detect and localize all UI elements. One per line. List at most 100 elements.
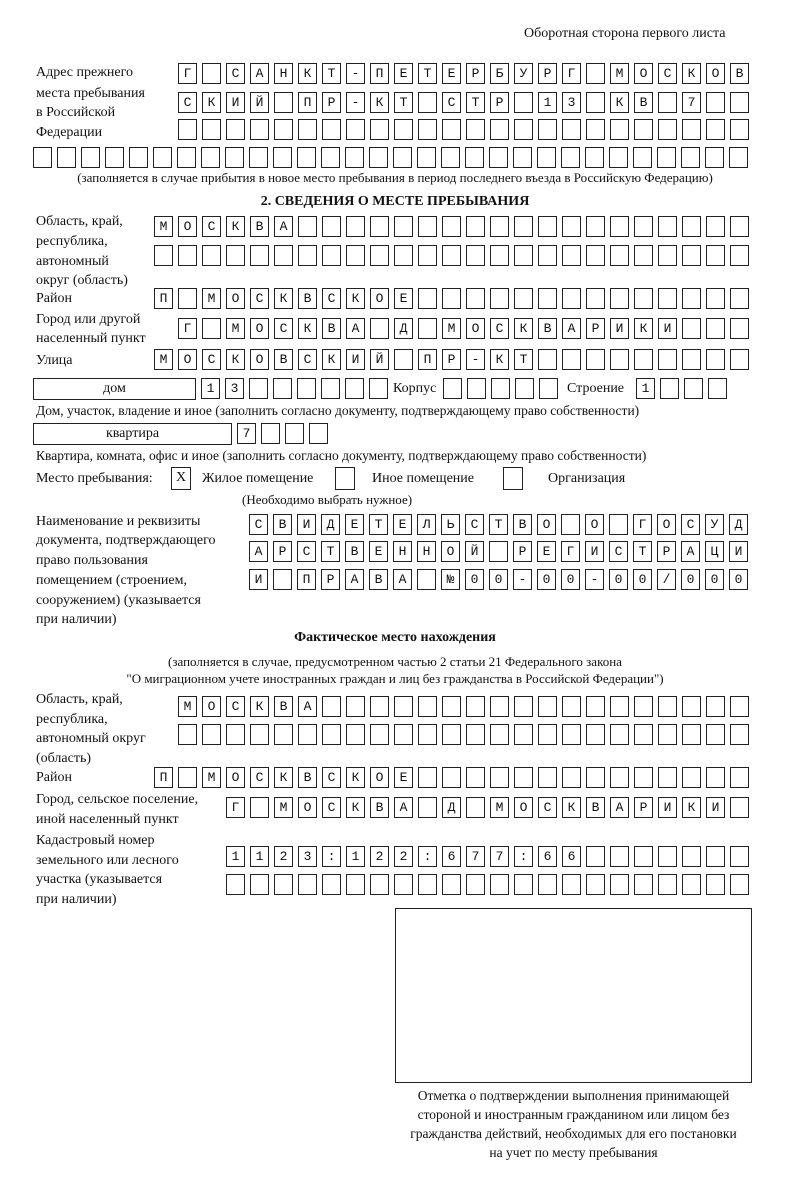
char-cell[interactable] [226,288,245,309]
char-cell[interactable] [442,846,461,867]
char-cell[interactable] [370,216,389,237]
char-cell[interactable] [562,318,581,339]
char-cell[interactable] [682,724,701,745]
char-cell[interactable] [154,245,173,266]
char-cell[interactable] [634,216,653,237]
char-cell[interactable] [610,846,629,867]
char-cell[interactable] [706,724,725,745]
char-cell[interactable] [466,318,485,339]
char-cell[interactable] [321,514,340,535]
char-cell[interactable] [298,349,317,370]
char-cell[interactable] [586,874,605,895]
char-cell[interactable] [370,288,389,309]
char-cell[interactable] [250,245,269,266]
char-cell[interactable] [346,288,365,309]
char-cell[interactable] [178,724,197,745]
char-cell[interactable] [682,846,701,867]
char-cell[interactable] [442,288,461,309]
char-cell[interactable] [514,245,533,266]
char-cell[interactable] [346,724,365,745]
char-cell[interactable] [658,767,677,788]
char-cell[interactable] [562,119,581,140]
char-cell[interactable] [250,696,269,717]
char-cell[interactable] [154,216,173,237]
char-cell[interactable] [586,724,605,745]
char-cell[interactable] [417,147,436,168]
char-cell[interactable] [561,514,580,535]
char-cell[interactable] [370,767,389,788]
char-cell[interactable] [681,569,700,590]
char-cell[interactable] [370,119,389,140]
char-cell[interactable] [322,119,341,140]
char-cell[interactable] [706,318,725,339]
char-cell[interactable] [178,318,197,339]
char-cell[interactable] [466,63,485,84]
char-cell[interactable] [705,541,724,562]
char-cell[interactable] [657,147,676,168]
char-cell[interactable] [705,514,724,535]
char-cell[interactable] [322,724,341,745]
char-cell[interactable] [57,147,76,168]
char-cell[interactable] [515,378,534,399]
char-cell[interactable] [538,724,557,745]
char-cell[interactable] [634,63,653,84]
char-cell[interactable] [537,514,556,535]
char-cell[interactable] [274,119,293,140]
char-cell[interactable] [585,514,604,535]
char-cell[interactable] [274,245,293,266]
char-cell[interactable] [394,245,413,266]
char-cell[interactable] [346,797,365,818]
char-cell[interactable] [298,216,317,237]
char-cell[interactable] [418,846,437,867]
char-cell[interactable] [418,119,437,140]
char-cell[interactable] [730,797,749,818]
char-cell[interactable] [490,874,509,895]
char-cell[interactable] [562,874,581,895]
char-cell[interactable] [634,245,653,266]
char-cell[interactable] [297,541,316,562]
char-cell[interactable] [636,378,655,399]
char-cell[interactable] [322,874,341,895]
char-cell[interactable] [442,92,461,113]
char-cell[interactable] [226,874,245,895]
char-cell[interactable] [514,797,533,818]
char-cell[interactable] [418,349,437,370]
char-cell[interactable] [442,216,461,237]
char-cell[interactable] [610,349,629,370]
char-cell[interactable] [202,288,221,309]
char-cell[interactable] [393,541,412,562]
char-cell[interactable] [514,724,533,745]
char-cell[interactable] [705,569,724,590]
char-cell[interactable] [298,846,317,867]
char-cell[interactable] [682,119,701,140]
char-cell[interactable] [466,874,485,895]
char-cell[interactable] [682,874,701,895]
char-cell[interactable] [708,378,727,399]
char-cell[interactable] [609,514,628,535]
char-cell[interactable] [418,696,437,717]
char-cell[interactable] [706,288,725,309]
char-cell[interactable] [346,63,365,84]
char-cell[interactable] [249,541,268,562]
char-cell[interactable] [393,514,412,535]
char-cell[interactable] [202,767,221,788]
char-cell[interactable] [442,767,461,788]
char-cell[interactable] [706,767,725,788]
char-cell[interactable] [322,797,341,818]
char-cell[interactable] [489,569,508,590]
char-cell[interactable] [418,63,437,84]
char-cell[interactable] [466,349,485,370]
char-cell[interactable] [682,349,701,370]
char-cell[interactable] [514,216,533,237]
char-cell[interactable] [370,724,389,745]
char-cell[interactable] [513,147,532,168]
char-cell[interactable] [684,378,703,399]
char-cell[interactable] [261,423,280,444]
char-cell[interactable] [660,378,679,399]
char-cell[interactable] [178,63,197,84]
char-cell[interactable] [322,216,341,237]
char-cell[interactable] [586,288,605,309]
char-cell[interactable] [322,767,341,788]
char-cell[interactable] [489,147,508,168]
char-cell[interactable] [465,514,484,535]
